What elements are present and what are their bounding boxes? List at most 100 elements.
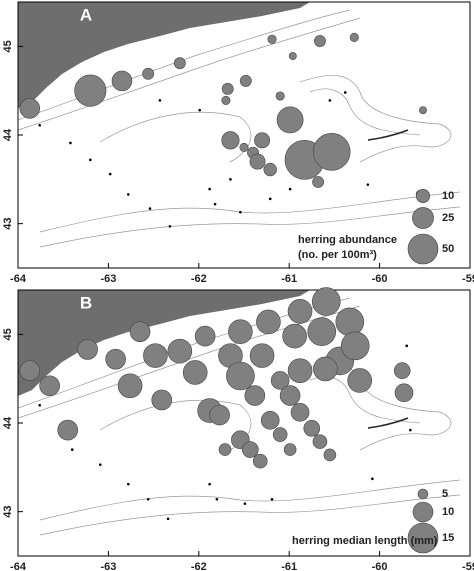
station-dot: [268, 197, 272, 201]
bubble: [275, 91, 285, 101]
bubble: [249, 343, 275, 368]
bubble: [267, 34, 277, 44]
legend-bubble: [417, 488, 429, 500]
station-dot: [215, 497, 219, 501]
legend-label: 5: [442, 488, 448, 500]
bubble: [272, 427, 288, 442]
station-dot: [146, 497, 150, 501]
bubble: [303, 420, 321, 437]
bubble: [311, 287, 341, 316]
panel-label: A: [80, 5, 92, 24]
bubble: [221, 95, 231, 105]
bubble: [218, 443, 232, 456]
bubble: [182, 360, 208, 385]
bubble: [340, 331, 370, 361]
legend-bubble: [407, 522, 439, 554]
bubble: [74, 74, 107, 107]
y-tick-label: 44: [2, 416, 14, 429]
station-dot: [270, 497, 274, 501]
panel-label: B: [80, 293, 92, 312]
station-dot: [38, 403, 41, 407]
bubble: [347, 368, 373, 393]
station-dot: [405, 344, 409, 348]
x-tick-label: -61: [281, 273, 297, 285]
y-tick-label: 45: [2, 40, 14, 52]
bubble: [307, 317, 337, 346]
bubble: [393, 362, 411, 379]
station-dot: [409, 428, 412, 432]
station-dot: [126, 193, 130, 196]
station-dot: [371, 477, 374, 481]
legend-bubble: [412, 207, 434, 229]
x-tick-label: -62: [191, 561, 207, 571]
station-dot: [208, 187, 211, 191]
y-tick-label: 44: [2, 128, 14, 141]
bubble: [173, 57, 186, 70]
bubble: [117, 373, 143, 399]
bubble: [77, 339, 98, 360]
bubble: [129, 321, 151, 342]
bubble: [287, 358, 313, 383]
station-dot: [328, 99, 332, 102]
bubble: [143, 343, 168, 368]
station-dot: [69, 141, 72, 145]
bubble: [312, 133, 351, 171]
bubble: [239, 142, 249, 152]
bubble: [419, 106, 427, 115]
station-dot: [70, 448, 74, 451]
bubble: [335, 307, 365, 337]
bubble: [151, 389, 173, 411]
x-tick-label: -59: [462, 273, 474, 285]
station-dot: [108, 172, 112, 176]
bubble: [260, 411, 280, 430]
station-dot: [288, 187, 292, 191]
bubble: [221, 82, 234, 95]
x-tick-label: -64: [10, 273, 27, 285]
bubble: [249, 153, 266, 170]
legend-label: 25: [442, 212, 454, 224]
legend-label: 50: [442, 243, 454, 255]
bubble: [270, 371, 290, 390]
bubble: [39, 375, 60, 397]
station-dot: [198, 108, 202, 112]
bubble: [313, 356, 338, 382]
station-dot: [38, 123, 41, 127]
station-dot: [89, 158, 92, 162]
legend-title: herring abundance: [298, 234, 397, 246]
bubble: [57, 419, 79, 441]
bubble: [276, 106, 304, 134]
x-tick-label: -63: [100, 561, 116, 571]
bubble: [283, 443, 297, 456]
legend-bubble: [407, 233, 439, 265]
bubble: [256, 309, 281, 335]
bubble: [394, 383, 414, 403]
station-dot: [158, 99, 162, 102]
bubble: [242, 441, 259, 458]
bubble: [252, 453, 268, 469]
bubble: [19, 98, 41, 119]
bubble: [142, 67, 155, 80]
bubble: [105, 348, 126, 370]
legend-title: (no. per 100m³): [298, 249, 377, 261]
station-dot: [166, 517, 170, 521]
bubble: [263, 162, 277, 177]
x-tick-label: -63: [100, 273, 116, 285]
x-tick-label: -59: [462, 561, 474, 571]
bubble: [226, 361, 255, 391]
x-tick-label: -62: [191, 273, 207, 285]
station-dot: [366, 183, 370, 186]
x-tick-label: -60: [372, 273, 388, 285]
bubble: [323, 448, 337, 462]
bubble: [288, 52, 297, 61]
bubble: [279, 385, 301, 406]
station-dot: [229, 178, 232, 181]
bubble: [254, 132, 271, 149]
bubble: [239, 75, 252, 87]
x-tick-label: -61: [281, 561, 297, 571]
legend-title: herring median length (mm): [292, 535, 438, 547]
legend-label: 15: [442, 532, 454, 544]
bubble: [312, 176, 325, 188]
bubble: [290, 403, 310, 422]
station-dot: [126, 482, 130, 486]
bubble: [167, 338, 193, 364]
